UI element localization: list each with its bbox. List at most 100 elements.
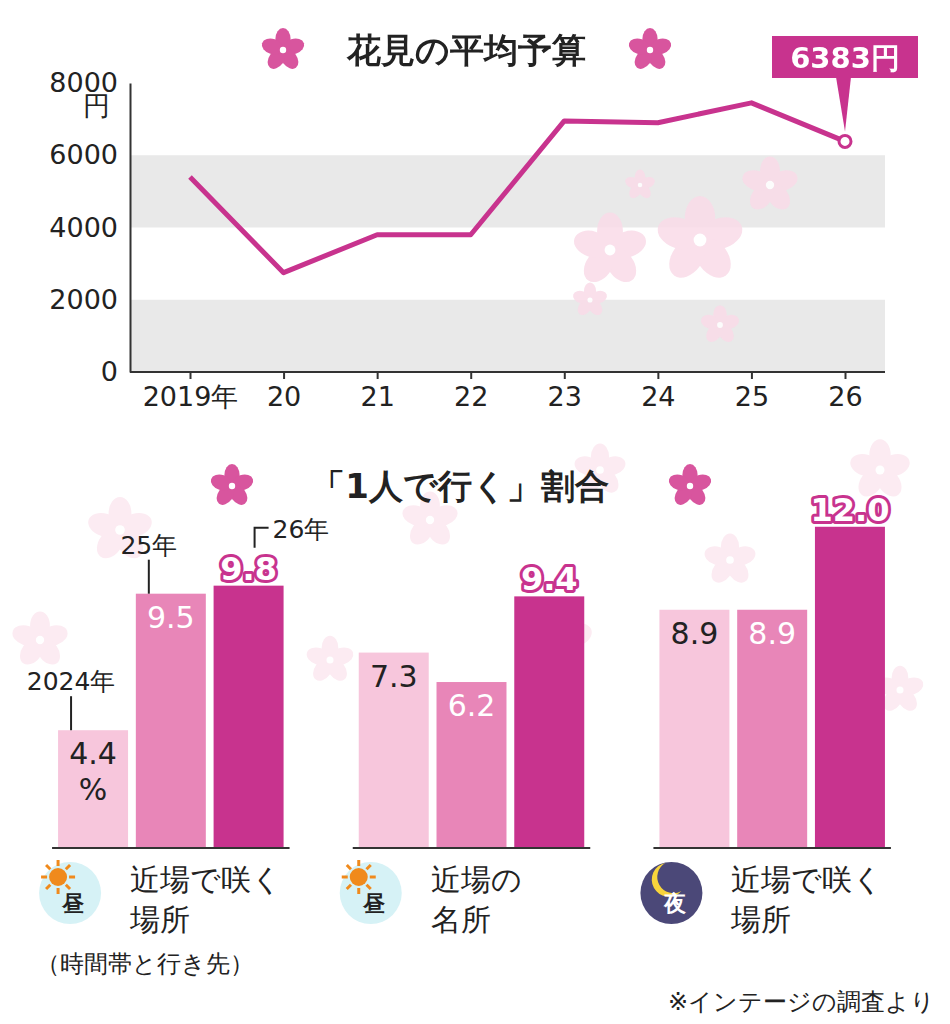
flower-icon — [624, 170, 657, 201]
series-label: 2024年 — [27, 667, 116, 696]
bar-plot — [58, 527, 885, 848]
day-icon: 昼 — [39, 860, 101, 924]
flower-petal — [653, 212, 704, 255]
x-axis-note: （時間帯と行き先） — [36, 950, 254, 978]
flower-icon — [209, 464, 256, 508]
data-label: 6.2 — [448, 688, 496, 723]
bar — [815, 527, 885, 848]
x-tick: 24 — [641, 372, 675, 412]
chart-canvas: 02000400060008000円2019年20212223242526638… — [0, 0, 950, 1024]
series-label: 25年 — [120, 531, 177, 560]
callout-pointer — [836, 77, 851, 131]
flower-icon — [304, 636, 355, 685]
x-tick-label: 22 — [454, 381, 488, 412]
x-tick-label: 25 — [735, 381, 769, 412]
bar — [58, 730, 128, 848]
flower-center — [726, 556, 734, 564]
sun-ray — [57, 888, 60, 894]
flower-petal — [304, 645, 332, 668]
x-tick: 21 — [360, 372, 394, 412]
group-baseline — [653, 847, 891, 849]
sun-ray — [367, 865, 371, 869]
category-label-line: 近場の — [431, 862, 522, 897]
x-tick-mark — [845, 372, 847, 379]
callout-box — [772, 36, 918, 78]
series-leader — [70, 696, 72, 730]
group-baseline — [353, 847, 591, 849]
y-tick-label: 6000 — [49, 139, 118, 170]
sun-ray — [41, 876, 47, 879]
flower-center — [687, 483, 693, 489]
sun-ray — [66, 865, 70, 869]
bar — [514, 596, 584, 848]
sun-ray — [66, 885, 70, 889]
flower-petal — [570, 226, 614, 262]
sun-ray — [357, 860, 360, 866]
y-tick: 0 — [101, 356, 130, 387]
sun-ray — [57, 860, 60, 866]
category-label: 近場で咲く場所 — [129, 862, 282, 937]
icon-label: 夜 — [663, 891, 686, 916]
x-tick-mark — [470, 372, 472, 379]
data-point-marker — [839, 135, 851, 147]
y-axis: 02000400060008000 — [49, 67, 130, 387]
y-tick-label: 2000 — [49, 284, 118, 315]
flower-petal — [260, 36, 286, 57]
flower-center — [766, 181, 774, 189]
flower-petal — [85, 509, 123, 541]
bar — [437, 682, 507, 848]
data-label: 9.8 — [220, 550, 277, 588]
flower-petal — [10, 622, 43, 650]
flower-icon — [571, 282, 608, 317]
x-tick-label: 24 — [641, 381, 675, 412]
data-label: 4.4 — [69, 736, 117, 771]
x-axis-line — [130, 371, 885, 373]
bar-texts: 4.4%2024年7.38.99.525年6.28.99.826年9.412.0 — [27, 491, 890, 807]
flower-icon — [627, 28, 674, 72]
flower-center — [647, 47, 653, 53]
line-chart: 02000400060008000円2019年20212223242526638… — [49, 28, 918, 412]
y-axis-line — [130, 84, 132, 373]
sun-ray — [342, 876, 348, 879]
icon-circle — [640, 862, 702, 924]
icon-label: 昼 — [362, 891, 385, 916]
flower-center — [326, 656, 333, 663]
flower-petal — [740, 167, 773, 195]
flower-icon — [667, 464, 714, 508]
group-baseline — [52, 847, 290, 849]
y-tick: 4000 — [49, 212, 130, 243]
category-label-line: 近場で咲く — [130, 862, 282, 897]
x-tick-label: 20 — [267, 381, 301, 412]
x-tick-label: 21 — [360, 381, 394, 412]
sun-disc — [49, 868, 67, 886]
flower-icon — [740, 156, 801, 214]
category-label: 近場の名所 — [431, 862, 522, 937]
flower-petal — [571, 289, 591, 306]
bar — [214, 586, 284, 848]
icon-circle — [340, 862, 402, 924]
flower-petal — [209, 472, 235, 493]
flower-petal — [667, 472, 693, 493]
data-label: 8.9 — [671, 616, 719, 651]
data-label: 9.5 — [147, 600, 195, 635]
y-axis-unit: 円 — [83, 90, 110, 121]
flower-center — [717, 322, 723, 328]
unit-label: % — [79, 772, 108, 807]
data-line — [190, 103, 845, 273]
series-leader — [255, 528, 269, 548]
bar — [136, 594, 206, 848]
flower-center — [426, 516, 434, 524]
flower-center — [229, 483, 235, 489]
x-tick-mark — [283, 372, 285, 379]
flower-center — [587, 297, 592, 302]
flower-petal — [627, 36, 653, 57]
callout-label: 6383円 — [790, 41, 900, 75]
y-tick: 6000 — [49, 139, 130, 170]
data-label: 7.3 — [370, 659, 418, 694]
category-label-line: 近場で咲く — [731, 862, 883, 897]
x-tick: 25 — [735, 372, 769, 412]
blossom-illustration — [570, 156, 800, 345]
x-tick-label: 26 — [828, 381, 862, 412]
sun-ray — [370, 876, 376, 879]
chart-title: 「1人で行く」割合 — [311, 466, 609, 506]
